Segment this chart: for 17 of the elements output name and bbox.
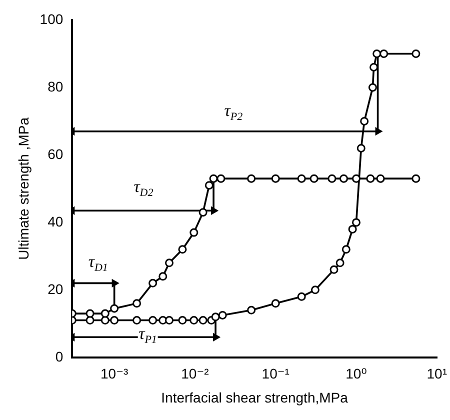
annotation: τ$_{D2}$ (132, 176, 154, 202)
x-axis-title: Interfacial shear strength,MPa (161, 389, 348, 406)
x-tick-label: 10¹ (426, 366, 448, 382)
x-tick-label: 10⁻³ (100, 366, 128, 382)
annotation: τ$_{D1}$ (87, 252, 109, 278)
annotation: τ$_{P2}$ (223, 101, 244, 127)
y-tick-label: 20 (48, 280, 64, 297)
y-tick-label: 40 (48, 213, 64, 230)
y-tick-label: 80 (48, 78, 64, 94)
annotation: τ$_{P1}$ (138, 324, 158, 350)
x-tick-label: 10⁻² (181, 366, 210, 382)
y-tick-label: 100 (40, 10, 64, 27)
x-tick-label: 10⁰ (346, 366, 368, 382)
x-tick-label: 10⁻¹ (262, 366, 290, 382)
y-tick-label: 60 (48, 146, 64, 162)
y-axis-title: Ultimate strength ,MPa (15, 117, 32, 260)
y-tick-label: 0 (55, 348, 64, 364)
